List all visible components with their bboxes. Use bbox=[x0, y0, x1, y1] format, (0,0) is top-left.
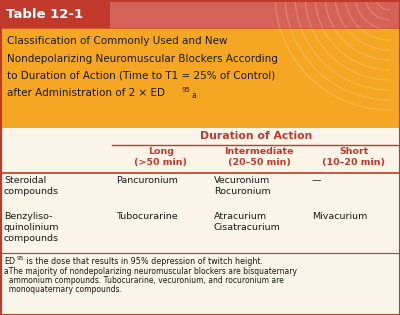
Text: aThe majority of nondepolarizing neuromuscular blockers are bisquaternary: aThe majority of nondepolarizing neuromu… bbox=[4, 267, 297, 276]
Text: Pancuronium: Pancuronium bbox=[116, 176, 178, 185]
Text: after Administration of 2 × ED: after Administration of 2 × ED bbox=[0, 314, 1, 315]
Bar bbox=[0, 128, 400, 315]
Text: Mivacurium: Mivacurium bbox=[312, 212, 367, 221]
Text: Classification of Commonly Used and New: Classification of Commonly Used and New bbox=[7, 36, 228, 46]
Text: to Duration of Action (Time to T1 = 25% of Control): to Duration of Action (Time to T1 = 25% … bbox=[7, 71, 275, 81]
Text: Tubocurarine: Tubocurarine bbox=[116, 212, 178, 221]
Text: Table 12-1: Table 12-1 bbox=[6, 8, 83, 20]
Text: Steroidal
compounds: Steroidal compounds bbox=[4, 176, 59, 196]
Text: 95: 95 bbox=[17, 255, 24, 261]
Text: monoquaternary compounds.: monoquaternary compounds. bbox=[4, 285, 122, 294]
Bar bbox=[0, 0, 400, 28]
Bar bbox=[110, 0, 400, 28]
Text: —: — bbox=[312, 176, 322, 185]
Text: Vecuronium
Rocuronium: Vecuronium Rocuronium bbox=[214, 176, 271, 196]
Text: ammonium compounds. Tubocurarine, vecuronium, and rocuronium are: ammonium compounds. Tubocurarine, vecuro… bbox=[4, 276, 284, 285]
Text: a: a bbox=[192, 90, 197, 100]
Text: Nondepolarizing Neuromuscular Blockers According: Nondepolarizing Neuromuscular Blockers A… bbox=[7, 54, 278, 64]
Text: Short
(10–20 min): Short (10–20 min) bbox=[322, 147, 386, 167]
Text: is the dose that results in 95% depression of twitch height.: is the dose that results in 95% depressi… bbox=[24, 257, 263, 266]
Text: Long
(>50 min): Long (>50 min) bbox=[134, 147, 188, 167]
Text: Atracurium
Cisatracurium: Atracurium Cisatracurium bbox=[214, 212, 281, 232]
Text: ED: ED bbox=[4, 257, 15, 266]
Text: Benzyliso-
quinolinium
compounds: Benzyliso- quinolinium compounds bbox=[4, 212, 60, 243]
Text: after Administration of 2 × ED: after Administration of 2 × ED bbox=[0, 314, 1, 315]
Text: after Administration of 2 × ED: after Administration of 2 × ED bbox=[7, 89, 165, 99]
Text: Duration of Action: Duration of Action bbox=[200, 131, 312, 141]
Text: 95: 95 bbox=[182, 87, 191, 93]
Bar bbox=[0, 28, 400, 128]
Text: Intermediate
(20–50 min): Intermediate (20–50 min) bbox=[224, 147, 294, 167]
